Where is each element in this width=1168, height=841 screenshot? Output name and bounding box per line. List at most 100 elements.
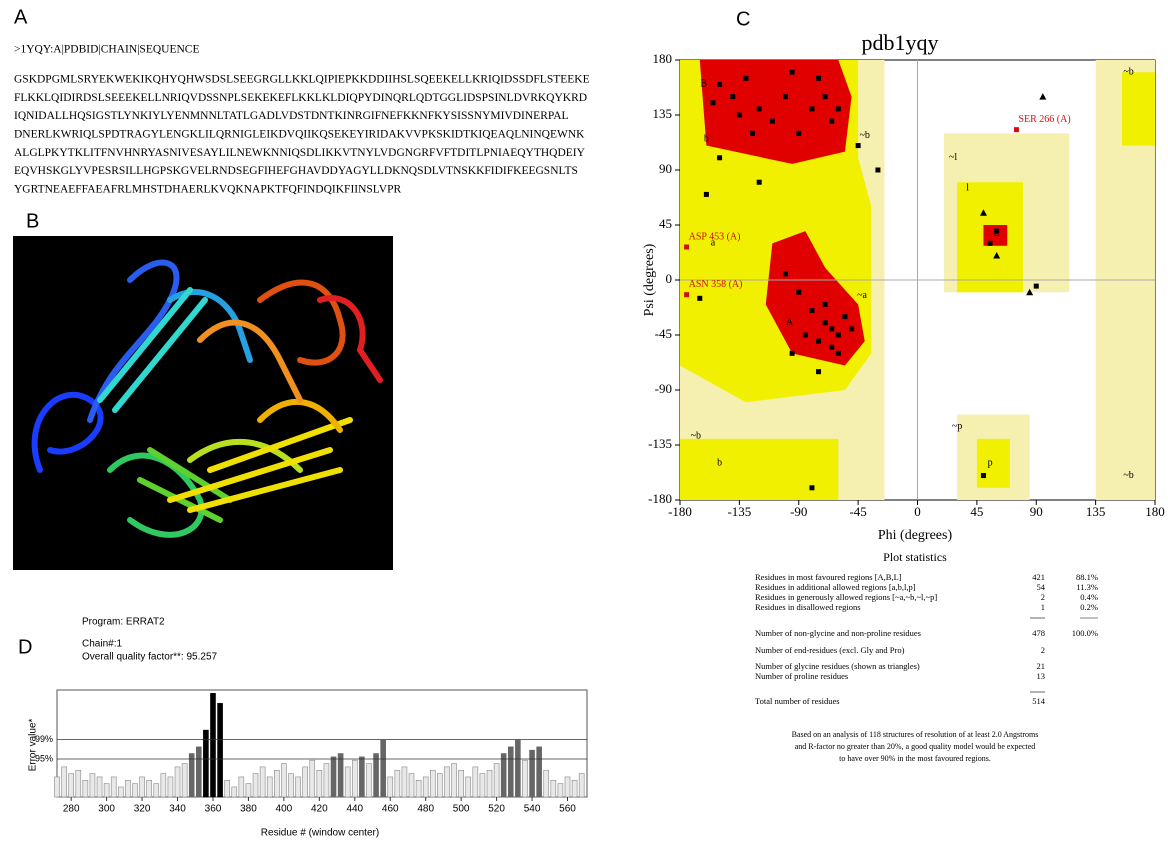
bar xyxy=(83,780,88,797)
panel-label: C xyxy=(736,8,750,30)
region-label: p xyxy=(988,458,993,469)
bar xyxy=(310,760,315,797)
outlier-point xyxy=(684,292,689,297)
bar xyxy=(76,770,81,797)
x-tick-label: 480 xyxy=(417,804,434,815)
residue-point xyxy=(710,100,715,105)
bar xyxy=(345,767,350,797)
bar xyxy=(444,767,449,797)
y-tick-label: 0 xyxy=(666,271,673,286)
bar xyxy=(125,780,130,797)
stat-percent: 0.4% xyxy=(1080,592,1098,602)
bar xyxy=(203,730,208,797)
bar xyxy=(352,760,357,797)
bar xyxy=(69,774,74,797)
residue-point xyxy=(803,333,808,338)
sequence-line: IQNIDALLHQSIGSTLYNKIYLYENMNNLTATLGADLVDS… xyxy=(14,110,569,122)
bar xyxy=(210,693,215,797)
y-tick-label: 135 xyxy=(653,106,673,121)
region-label: l xyxy=(966,183,969,194)
x-tick-label: -45 xyxy=(849,504,866,519)
panel-label: B xyxy=(26,210,39,232)
residue-point xyxy=(717,82,722,87)
residue-point xyxy=(790,70,795,75)
x-axis-label: Residue # (window center) xyxy=(261,828,379,839)
x-tick-label: 90 xyxy=(1030,504,1043,519)
region xyxy=(700,60,852,164)
residue-point xyxy=(856,143,861,148)
residue-point xyxy=(829,345,834,350)
residue-point xyxy=(757,180,762,185)
x-tick-label: 280 xyxy=(63,804,80,815)
bar xyxy=(572,780,577,797)
x-tick-label: -180 xyxy=(668,504,692,519)
bar xyxy=(558,784,563,797)
bar xyxy=(487,770,492,797)
stat-label: Residues in most favoured regions [A,B,L… xyxy=(755,572,902,582)
region xyxy=(1122,72,1155,145)
bar xyxy=(515,740,520,797)
residue-point xyxy=(981,473,986,478)
chart-title: pdb1yqy xyxy=(862,30,939,55)
outlier-label: ASP 453 (A) xyxy=(689,231,741,242)
x-tick-label: 300 xyxy=(98,804,115,815)
residue-point xyxy=(809,485,814,490)
residue-point xyxy=(816,339,821,344)
sequence-line: YGRTNEAEFFAEAFRLMHSTDHAERLKVQKNAPKTFQFIN… xyxy=(14,183,401,195)
bar xyxy=(175,767,180,797)
bar xyxy=(452,764,457,797)
bar xyxy=(459,770,464,797)
sequence-header: >1YQY:A|PDBID|CHAIN|SEQUENCE xyxy=(14,44,199,56)
stat-label: Residues in disallowed regions xyxy=(755,602,861,612)
y-tick-label: 45 xyxy=(659,216,672,231)
bar xyxy=(97,777,102,797)
region-label: ~a xyxy=(857,290,867,301)
bar xyxy=(111,777,116,797)
stat-label: Total number of residues xyxy=(755,696,840,706)
bar xyxy=(501,754,506,797)
stats-title: Plot statistics xyxy=(883,550,947,564)
bar xyxy=(118,787,123,797)
outlier-label: ASN 358 (A) xyxy=(689,279,743,290)
region-label: ~b xyxy=(1123,67,1133,78)
bar xyxy=(62,767,67,797)
x-tick-label: 440 xyxy=(346,804,363,815)
x-tick-label: 560 xyxy=(559,804,576,815)
bar xyxy=(246,784,251,797)
stat-label: Number of glycine residues (shown as tri… xyxy=(755,661,920,671)
region-label: ~p xyxy=(952,421,962,432)
bar xyxy=(416,780,421,797)
x-tick-label: 0 xyxy=(914,504,921,519)
residue-point xyxy=(823,302,828,307)
residue-point xyxy=(829,326,834,331)
bar xyxy=(402,767,407,797)
x-tick-label: -135 xyxy=(727,504,751,519)
bar xyxy=(168,777,173,797)
program: Program: ERRAT2 xyxy=(82,617,165,628)
bar xyxy=(303,767,308,797)
stat-percent: 88.1% xyxy=(1076,572,1098,582)
bar xyxy=(281,764,286,797)
region-label: B xyxy=(700,79,707,90)
stat-percent: 11.3% xyxy=(1076,582,1098,592)
bar xyxy=(551,780,556,797)
figure: A B C D >1YQY:A|PDBID|CHAIN|SEQUENCE pdb… xyxy=(0,0,1168,841)
bar xyxy=(147,780,152,797)
outlier-point xyxy=(684,245,689,250)
residue-point xyxy=(743,76,748,81)
region xyxy=(977,439,1010,488)
bar xyxy=(544,770,549,797)
bar xyxy=(579,774,584,797)
region-label: b xyxy=(717,458,722,469)
residue-point xyxy=(697,296,702,301)
stat-label: Number of proline residues xyxy=(755,671,848,681)
bar xyxy=(530,750,535,797)
region-label: A xyxy=(786,317,794,328)
chain: Chain#:1 xyxy=(82,639,122,650)
bar xyxy=(218,703,223,797)
bar xyxy=(430,770,435,797)
y-tick-label: -45 xyxy=(655,326,672,341)
x-tick-label: 360 xyxy=(205,804,222,815)
residue-point xyxy=(730,94,735,99)
x-tick-label: 460 xyxy=(382,804,399,815)
